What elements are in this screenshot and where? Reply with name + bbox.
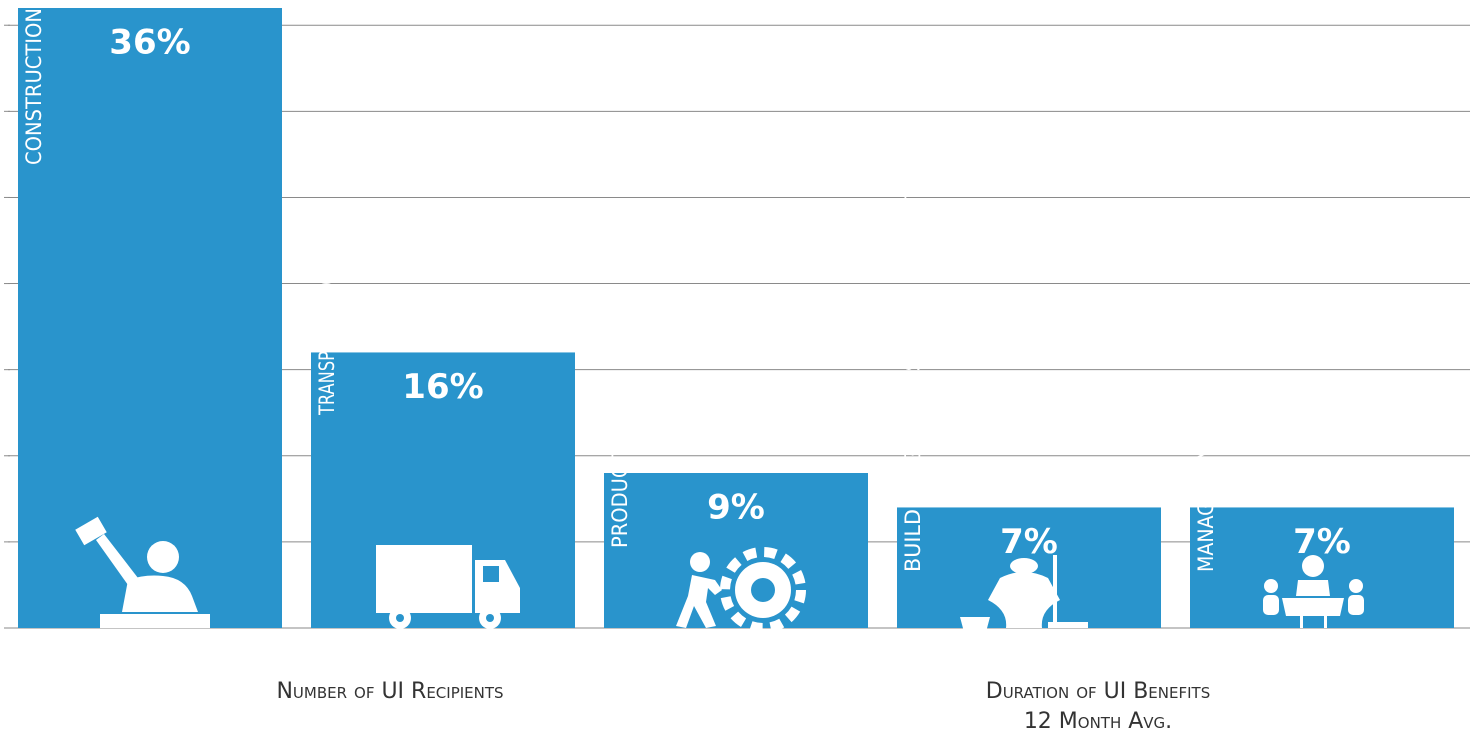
icon-truck [376, 545, 520, 629]
bar [604, 473, 868, 628]
icon-management [1263, 555, 1364, 628]
category-label: MANAGEMENT [1194, 435, 1218, 572]
bars: 36% CONSTRUCTION 16% TRANSPORTATION 9% PRODUC… [18, 8, 1454, 628]
category-label: PRODUCTION [608, 417, 632, 548]
x-axis-label: Number of UI Recipients [276, 679, 503, 704]
value-label: 9% [707, 488, 765, 528]
value-label: 7% [1293, 522, 1351, 562]
annotation: Duration of UI Benefits [986, 679, 1210, 704]
icon-construction [75, 516, 210, 628]
icons [75, 516, 1364, 633]
value-label: 16% [402, 367, 483, 407]
category-label: CONSTRUCTION [22, 8, 46, 165]
category-label: TRANSPORTATION [315, 270, 339, 416]
icon-cleaning [960, 555, 1088, 632]
icon-production [676, 547, 806, 633]
annotation: 12 Month Avg. [1024, 709, 1172, 734]
category-label: BUILDING\GROUNDS CLEAN.&MAINTAIN [901, 160, 925, 572]
value-label: 36% [109, 23, 190, 63]
value-label: 7% [1000, 522, 1058, 562]
bar [18, 8, 282, 628]
